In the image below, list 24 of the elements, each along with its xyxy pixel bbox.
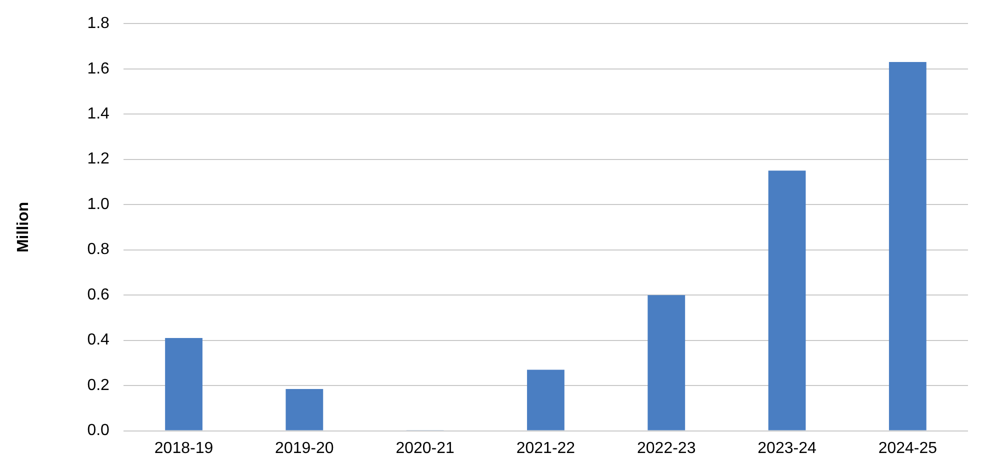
y-tick-label: 1.2 [87, 150, 110, 168]
bar [888, 62, 926, 430]
x-tick-label: 2020-21 [396, 440, 455, 457]
bar [286, 388, 324, 430]
y-tick-label: 0.0 [87, 422, 110, 440]
y-tick-label: 0.4 [87, 332, 110, 349]
x-tick-label: 2024-25 [878, 440, 938, 457]
x-tick-label: 2023-24 [758, 440, 816, 457]
bar [527, 370, 564, 430]
bar [768, 170, 806, 430]
y-tick-label: 1.0 [87, 196, 110, 213]
x-tick-label: 2021-22 [516, 440, 576, 457]
y-tick-label: 1.4 [87, 105, 110, 122]
y-tick-label: 0.6 [87, 286, 110, 304]
x-tick-label: 2018-19 [154, 440, 214, 457]
x-tick-label: 2022-23 [637, 440, 696, 457]
y-tick-label: 1.6 [87, 60, 110, 78]
y-tick-label: 1.8 [87, 15, 110, 32]
y-axis-title: Million [15, 202, 32, 253]
x-tick-label: 2019-20 [275, 440, 334, 457]
y-tick-label: 0.8 [87, 241, 110, 258]
bar [165, 338, 202, 430]
bar [648, 295, 686, 430]
y-tick-label: 0.2 [87, 376, 110, 394]
